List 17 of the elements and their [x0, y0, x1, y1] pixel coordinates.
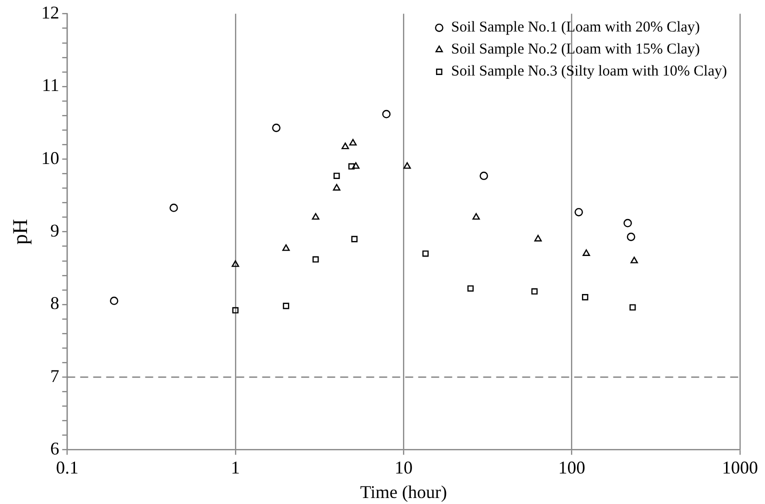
y-tick-label: 6: [50, 438, 60, 459]
y-tick-label: 12: [41, 2, 60, 23]
legend-label: Soil Sample No.3 (Silty loam with 10% Clay): [451, 64, 728, 80]
x-tick-label: 0.1: [56, 457, 78, 478]
x-axis-title: Time (hour): [360, 482, 448, 502]
x-tick-label: 1000: [722, 457, 758, 478]
y-tick-label: 7: [50, 366, 60, 386]
y-axis-title: pH: [8, 218, 32, 245]
y-tick-label: 11: [42, 75, 60, 96]
y-tick-label: 10: [41, 148, 60, 168]
x-tick-label: 10: [394, 457, 413, 478]
x-tick-label: 1: [230, 457, 240, 478]
y-tick-label: 8: [50, 293, 60, 314]
y-tick-label: 9: [50, 220, 60, 241]
x-tick-label: 100: [558, 457, 586, 478]
legend-label: Soil Sample No.2 (Loam with 15% Clay): [451, 42, 700, 58]
legend-label: Soil Sample No.1 (Loam with 20% Clay): [451, 20, 700, 36]
